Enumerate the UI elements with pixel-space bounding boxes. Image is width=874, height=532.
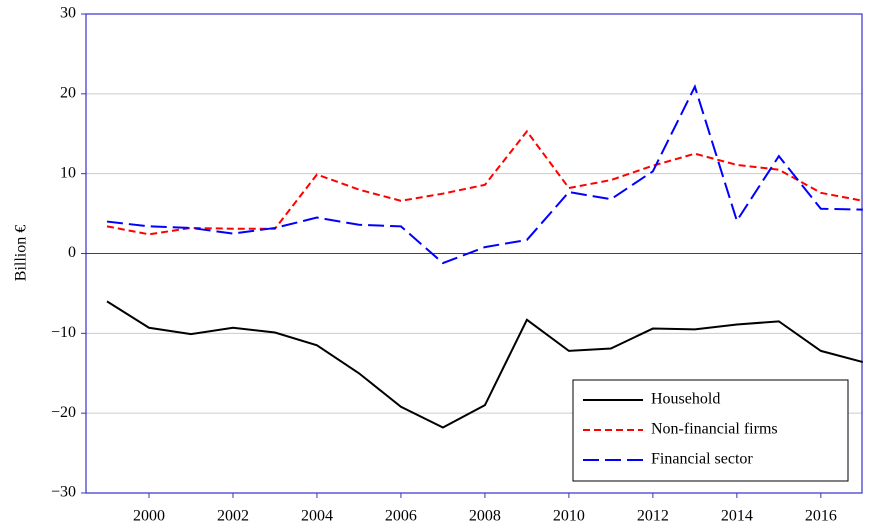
series-line <box>106 83 863 265</box>
plot-frame <box>85 13 863 494</box>
series-line <box>106 300 864 429</box>
y-tick-label: −10 <box>51 324 76 341</box>
y-tick-label: 0 <box>68 244 76 261</box>
x-tick-label: 2006 <box>385 508 417 525</box>
x-tick-label: 2010 <box>553 508 585 525</box>
series-line <box>106 129 864 236</box>
x-tick-label: 2002 <box>217 508 249 525</box>
y-axis-label: Billion € <box>13 225 30 281</box>
legend-label: Household <box>651 391 720 408</box>
legend-label: Non-financial firms <box>651 421 778 438</box>
y-tick-label: 30 <box>60 5 76 22</box>
y-tick-label: −30 <box>51 484 76 501</box>
y-tick-label: 10 <box>60 164 76 181</box>
x-tick-label: 2014 <box>721 508 753 525</box>
x-tick-label: 2016 <box>805 508 837 525</box>
x-tick-label: 2008 <box>469 508 501 525</box>
x-tick-label: 2012 <box>637 508 669 525</box>
x-tick-label: 2004 <box>301 508 333 525</box>
x-tick-label: 2000 <box>133 508 165 525</box>
y-tick-label: −20 <box>51 404 76 421</box>
legend-label: Financial sector <box>651 451 753 468</box>
y-tick-label: 20 <box>60 85 76 102</box>
